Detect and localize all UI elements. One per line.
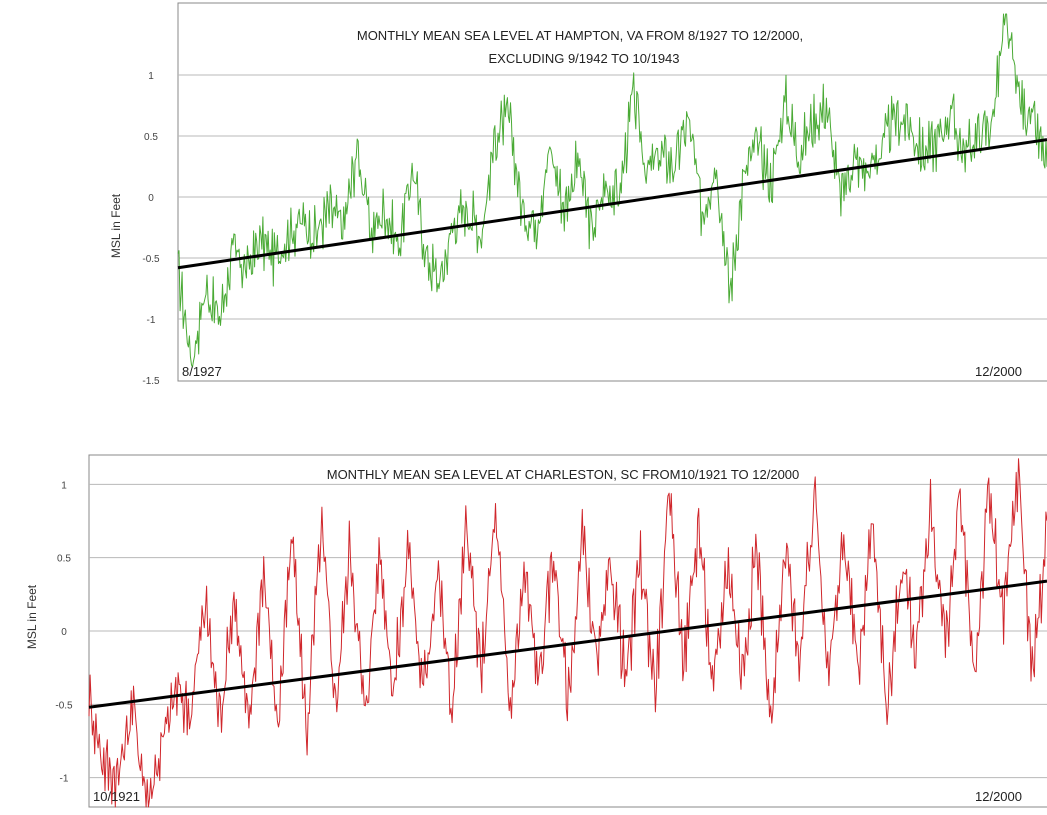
hampton-end-date-label: 12/2000 — [975, 364, 1022, 379]
charleston-y-axis-label: MSL in Feet — [25, 584, 39, 649]
charleston-gridlines — [89, 483, 1047, 779]
charleston-trend-line — [88, 579, 1047, 709]
charleston-y-tick-label: 1 — [61, 480, 67, 491]
hampton-y-tick-label: -1.5 — [142, 376, 160, 387]
charleston-start-date-label: 10/1921 — [93, 789, 140, 804]
hampton-chart-title: MONTHLY MEAN SEA LEVEL AT HAMPTON, VA FR… — [357, 28, 803, 43]
hampton-y-tick-label: 1 — [148, 71, 154, 82]
hampton-start-date-label: 8/1927 — [182, 364, 222, 379]
charleston-y-tick-label: -1 — [60, 774, 69, 785]
hampton-y-tick-labels: 1 0.5 0 -0.5 -1 -1.5 — [142, 71, 160, 387]
charleston-chart-title: MONTHLY MEAN SEA LEVEL AT CHARLESTON, SC… — [327, 467, 800, 482]
hampton-y-tick-label: -1 — [147, 315, 156, 326]
hampton-trend-line — [177, 138, 1047, 270]
hampton-y-tick-label: 0 — [148, 193, 154, 204]
charleston-end-date-label: 12/2000 — [975, 789, 1022, 804]
charleston-chart: 1 0.5 0 -0.5 -1 MSL in Feet MONTHLY MEAN SEA… — [25, 454, 1047, 808]
hampton-y-tick-label: 0.5 — [144, 132, 158, 143]
charleston-y-tick-label: 0.5 — [57, 554, 71, 565]
charleston-y-tick-label: -0.5 — [55, 700, 73, 711]
hampton-y-tick-label: -0.5 — [142, 254, 160, 265]
hampton-chart: 1 0.5 0 -0.5 -1 -1.5 MSL in Feet MONTHLY MEAN… — [109, 2, 1047, 387]
charleston-msl-series-line — [88, 458, 1047, 808]
charleston-y-tick-label: 0 — [61, 627, 67, 638]
hampton-chart-subtitle: EXCLUDING 9/1942 TO 10/1943 — [488, 51, 679, 66]
charleston-y-tick-labels: 1 0.5 0 -0.5 -1 — [55, 480, 73, 784]
hampton-y-axis-label: MSL in Feet — [109, 193, 123, 258]
